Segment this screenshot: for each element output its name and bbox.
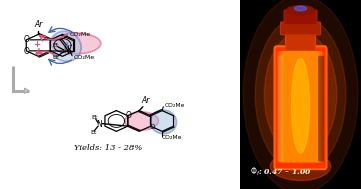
Text: Ar: Ar (34, 20, 43, 29)
Text: +: + (63, 41, 69, 50)
Text: CO₂Me: CO₂Me (73, 55, 95, 60)
FancyBboxPatch shape (284, 10, 317, 25)
Ellipse shape (295, 6, 306, 11)
Ellipse shape (51, 33, 101, 54)
Text: Et: Et (90, 130, 96, 135)
Text: CO₂Me: CO₂Me (162, 135, 182, 140)
Text: N: N (96, 120, 102, 129)
FancyBboxPatch shape (278, 51, 323, 163)
Ellipse shape (150, 110, 177, 134)
Ellipse shape (125, 112, 158, 130)
Text: Yields: 13 - 28%: Yields: 13 - 28% (74, 144, 142, 152)
FancyBboxPatch shape (318, 56, 324, 162)
Text: +: + (34, 40, 40, 49)
Text: Et: Et (52, 55, 58, 60)
Text: Et: Et (52, 43, 58, 48)
Ellipse shape (291, 59, 310, 153)
Ellipse shape (264, 32, 337, 157)
Ellipse shape (50, 31, 81, 61)
Text: O: O (24, 47, 30, 56)
FancyBboxPatch shape (279, 51, 322, 163)
Text: Ar: Ar (141, 96, 149, 105)
Text: $\Phi_{f}$: 0.47 – 1.00: $\Phi_{f}$: 0.47 – 1.00 (250, 165, 312, 178)
Text: O: O (24, 35, 30, 44)
Text: CO₂Me: CO₂Me (165, 103, 185, 108)
FancyBboxPatch shape (278, 56, 283, 162)
Ellipse shape (270, 152, 331, 180)
Polygon shape (25, 88, 29, 93)
Ellipse shape (243, 0, 358, 189)
Ellipse shape (255, 16, 346, 172)
Text: Et: Et (92, 115, 98, 120)
FancyBboxPatch shape (286, 32, 316, 51)
FancyBboxPatch shape (280, 22, 321, 35)
Text: O: O (149, 124, 155, 130)
Text: CO₂Me: CO₂Me (70, 33, 91, 37)
Text: N: N (63, 46, 69, 55)
FancyBboxPatch shape (282, 51, 319, 163)
Ellipse shape (287, 6, 314, 15)
Text: O: O (126, 111, 132, 119)
FancyBboxPatch shape (274, 46, 327, 169)
